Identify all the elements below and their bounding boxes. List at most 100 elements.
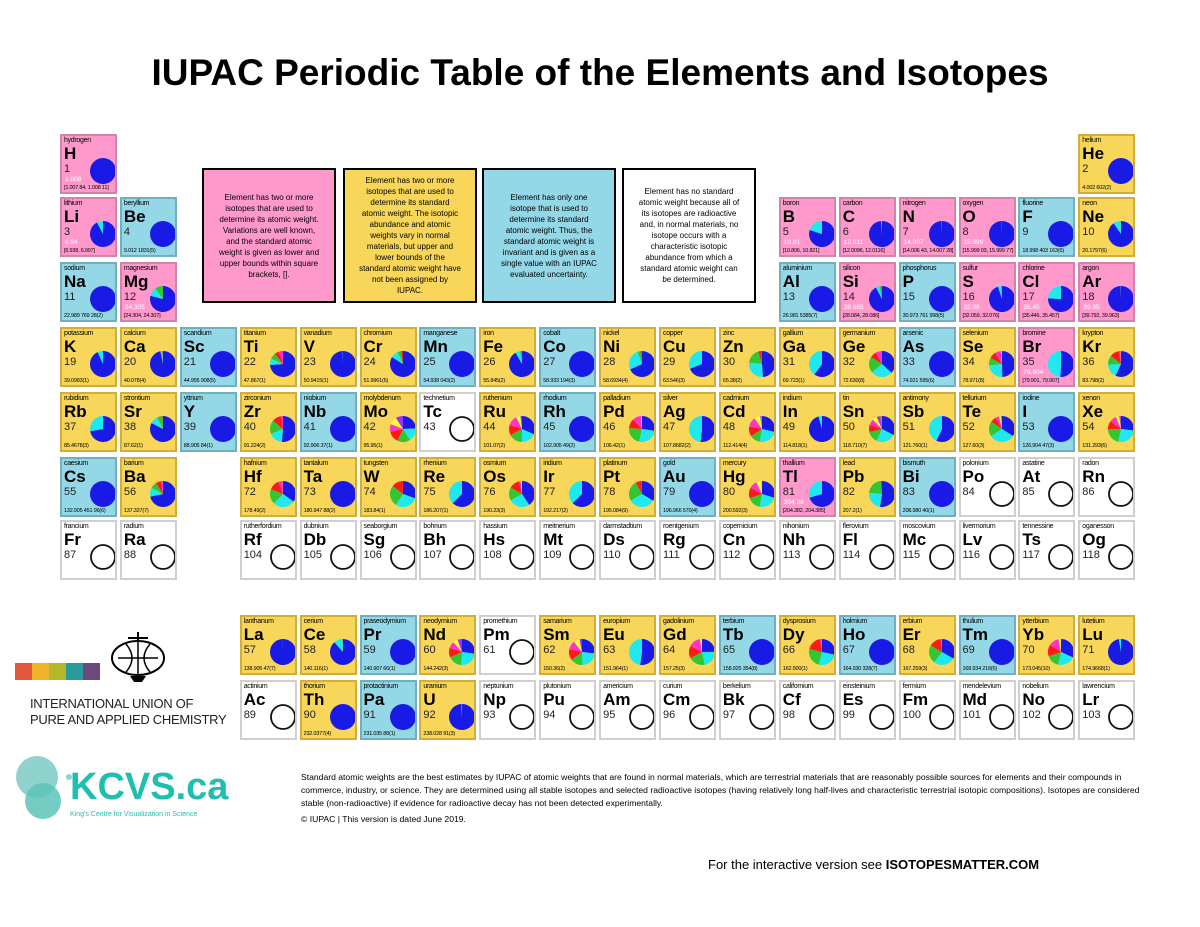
element-cell-nihonium[interactable]: nihonium Nh 113 — [778, 520, 836, 580]
element-cell-roentgenium[interactable]: roentgenium Rg 111 — [659, 520, 716, 580]
element-cell-hydrogen[interactable]: hydrogen H 1 1.008 [1.007 84, 1.008 11] — [60, 134, 117, 194]
element-cell-astatine[interactable]: astatine At 85 — [1018, 457, 1076, 517]
element-cell-gadolinium[interactable]: gadolinium Gd 64 157.25(3) — [659, 615, 716, 675]
element-cell-platinum[interactable]: platinum Pt 78 195.084(9) — [599, 457, 657, 517]
element-cell-technetium[interactable]: technetium Tc 43 — [419, 392, 477, 452]
element-cell-dysprosium[interactable]: dysprosium Dy 66 162.500(1) — [778, 615, 836, 675]
element-cell-sodium[interactable]: sodium Na 11 22.989 769 28(2) — [60, 262, 117, 322]
element-cell-aluminium[interactable]: aluminium Al 13 26.981 5385(7) — [778, 262, 836, 322]
element-cell-protactinium[interactable]: protactinium Pa 91 231.035 88(1) — [359, 680, 417, 740]
element-cell-rhodium[interactable]: rhodium Rh 45 102.905 49(2) — [539, 392, 597, 452]
element-cell-neon[interactable]: neon Ne 10 20.1797(6) — [1078, 197, 1136, 257]
element-cell-europium[interactable]: europium Eu 63 151.964(1) — [599, 615, 657, 675]
element-cell-argon[interactable]: argon Ar 18 39.95 [39.792, 39.963] — [1078, 262, 1136, 322]
element-cell-germanium[interactable]: germanium Ge 32 72.630(8) — [838, 327, 896, 387]
element-cell-gallium[interactable]: gallium Ga 31 69.723(1) — [778, 327, 836, 387]
element-cell-oganesson[interactable]: oganesson Og 118 — [1078, 520, 1136, 580]
element-cell-thorium[interactable]: thorium Th 90 232.0377(4) — [299, 680, 357, 740]
element-cell-praseodymium[interactable]: praseodymium Pr 59 140.907 66(1) — [359, 615, 417, 675]
element-cell-einsteinium[interactable]: einsteinium Es 99 — [838, 680, 896, 740]
element-cell-phosphorus[interactable]: phosphorus P 15 30.973 761 998(5) — [898, 262, 956, 322]
element-cell-gold[interactable]: gold Au 79 196.966 570(4) — [659, 457, 716, 517]
element-cell-arsenic[interactable]: arsenic As 33 74.921 595(6) — [898, 327, 956, 387]
element-cell-actinium[interactable]: actinium Ac 89 — [239, 680, 297, 740]
element-cell-tennessine[interactable]: tennessine Ts 117 — [1018, 520, 1076, 580]
element-cell-cobalt[interactable]: cobalt Co 27 58.933 194(3) — [539, 327, 597, 387]
element-cell-calcium[interactable]: calcium Ca 20 40.078(4) — [119, 327, 177, 387]
element-cell-iodine[interactable]: iodine I 53 126.904 47(3) — [1018, 392, 1076, 452]
element-cell-dubnium[interactable]: dubnium Db 105 — [299, 520, 357, 580]
element-cell-titanium[interactable]: titanium Ti 22 47.867(1) — [239, 327, 297, 387]
element-cell-bismuth[interactable]: bismuth Bi 83 208.980 40(1) — [898, 457, 956, 517]
element-cell-palladium[interactable]: palladium Pd 46 106.42(1) — [599, 392, 657, 452]
element-cell-tungsten[interactable]: tungsten W 74 183.84(1) — [359, 457, 417, 517]
element-cell-mercury[interactable]: mercury Hg 80 200.592(3) — [718, 457, 776, 517]
element-cell-iron[interactable]: iron Fe 26 55.845(2) — [479, 327, 537, 387]
element-cell-fluorine[interactable]: fluorine F 9 18.998 403 163(6) — [1018, 197, 1076, 257]
element-cell-lawrencium[interactable]: lawrencium Lr 103 — [1078, 680, 1136, 740]
element-cell-vanadium[interactable]: vanadium V 23 50.9415(1) — [299, 327, 357, 387]
element-cell-neptunium[interactable]: neptunium Np 93 — [479, 680, 537, 740]
element-cell-copernicium[interactable]: copernicium Cn 112 — [718, 520, 776, 580]
element-cell-rhenium[interactable]: rhenium Re 75 186.207(1) — [419, 457, 477, 517]
element-cell-thulium[interactable]: thulium Tm 69 168.934 218(6) — [958, 615, 1016, 675]
element-cell-caesium[interactable]: caesium Cs 55 132.905 451 96(6) — [60, 457, 117, 517]
element-cell-sulfur[interactable]: sulfur S 16 32.06 [32.059, 32.076] — [958, 262, 1016, 322]
element-cell-neodymium[interactable]: neodymium Nd 60 144.242(3) — [419, 615, 477, 675]
element-cell-nitrogen[interactable]: nitrogen N 7 14.007 [14.006 43, 14.007 28] — [898, 197, 956, 257]
element-cell-hafnium[interactable]: hafnium Hf 72 178.49(2) — [239, 457, 297, 517]
element-cell-uranium[interactable]: uranium U 92 238.028 91(3) — [419, 680, 477, 740]
element-cell-radon[interactable]: radon Rn 86 — [1078, 457, 1136, 517]
element-cell-molybdenum[interactable]: molybdenum Mo 42 95.95(1) — [359, 392, 417, 452]
element-cell-lithium[interactable]: lithium Li 3 6.94 [6.938, 6.997] — [60, 197, 117, 257]
element-cell-polonium[interactable]: polonium Po 84 — [958, 457, 1016, 517]
element-cell-livermorium[interactable]: livermorium Lv 116 — [958, 520, 1016, 580]
element-cell-yttrium[interactable]: yttrium Y 39 88.905 84(1) — [179, 392, 237, 452]
element-cell-strontium[interactable]: strontium Sr 38 87.62(1) — [119, 392, 177, 452]
element-cell-promethium[interactable]: promethium Pm 61 — [479, 615, 537, 675]
element-cell-moscovium[interactable]: moscovium Mc 115 — [898, 520, 956, 580]
element-cell-copper[interactable]: copper Cu 29 63.546(3) — [659, 327, 716, 387]
element-cell-indium[interactable]: indium In 49 114.818(1) — [778, 392, 836, 452]
element-cell-oxygen[interactable]: oxygen O 8 15.999 [15.999 03, 15.999 77] — [958, 197, 1016, 257]
element-cell-chromium[interactable]: chromium Cr 24 51.9961(6) — [359, 327, 417, 387]
element-cell-americium[interactable]: americium Am 95 — [599, 680, 657, 740]
element-cell-thallium[interactable]: thallium Tl 81 204.38 [204.382, 204.385] — [778, 457, 836, 517]
element-cell-hassium[interactable]: hassium Hs 108 — [479, 520, 537, 580]
element-cell-erbium[interactable]: erbium Er 68 167.259(3) — [898, 615, 956, 675]
element-cell-xenon[interactable]: xenon Xe 54 131.293(6) — [1078, 392, 1136, 452]
element-cell-tellurium[interactable]: tellurium Te 52 127.60(3) — [958, 392, 1016, 452]
element-cell-rubidium[interactable]: rubidium Rb 37 85.4678(3) — [60, 392, 117, 452]
element-cell-osmium[interactable]: osmium Os 76 190.23(3) — [479, 457, 537, 517]
element-cell-cadmium[interactable]: cadmium Cd 48 112.414(4) — [718, 392, 776, 452]
element-cell-iridium[interactable]: iridium Ir 77 192.217(2) — [539, 457, 597, 517]
element-cell-bohrium[interactable]: bohrium Bh 107 — [419, 520, 477, 580]
element-cell-darmstadtium[interactable]: darmstadtium Ds 110 — [599, 520, 657, 580]
element-cell-lead[interactable]: lead Pb 82 207.2(1) — [838, 457, 896, 517]
element-cell-francium[interactable]: francium Fr 87 — [60, 520, 117, 580]
element-cell-potassium[interactable]: potassium K 19 39.0983(1) — [60, 327, 117, 387]
element-cell-curium[interactable]: curium Cm 96 — [659, 680, 716, 740]
element-cell-berkelium[interactable]: berkelium Bk 97 — [718, 680, 776, 740]
element-cell-nickel[interactable]: nickel Ni 28 58.6934(4) — [599, 327, 657, 387]
element-cell-helium[interactable]: helium He 2 4.002 602(2) — [1078, 134, 1136, 194]
element-cell-ruthenium[interactable]: ruthenium Ru 44 101.07(2) — [479, 392, 537, 452]
element-cell-flerovium[interactable]: flerovium Fl 114 — [838, 520, 896, 580]
element-cell-samarium[interactable]: samarium Sm 62 150.36(2) — [539, 615, 597, 675]
element-cell-silver[interactable]: silver Ag 47 107.8682(2) — [659, 392, 716, 452]
isotopesmatter-link[interactable]: ISOTOPESMATTER.COM — [885, 857, 1040, 872]
element-cell-niobium[interactable]: niobium Nb 41 92.906 37(1) — [299, 392, 357, 452]
element-cell-magnesium[interactable]: magnesium Mg 12 24.305 [24.304, 24.307] — [119, 262, 177, 322]
element-cell-silicon[interactable]: silicon Si 14 28.085 [28.084, 28.086] — [838, 262, 896, 322]
element-cell-mendelevium[interactable]: mendelevium Md 101 — [958, 680, 1016, 740]
element-cell-bromine[interactable]: bromine Br 35 79.904 [79.901, 79.907] — [1018, 327, 1076, 387]
element-cell-barium[interactable]: barium Ba 56 137.327(7) — [119, 457, 177, 517]
element-cell-manganese[interactable]: manganese Mn 25 54.938 043(2) — [419, 327, 477, 387]
element-cell-tin[interactable]: tin Sn 50 118.710(7) — [838, 392, 896, 452]
element-cell-nobelium[interactable]: nobelium No 102 — [1018, 680, 1076, 740]
element-cell-terbium[interactable]: terbium Tb 65 158.925 354(8) — [718, 615, 776, 675]
element-cell-seaborgium[interactable]: seaborgium Sg 106 — [359, 520, 417, 580]
element-cell-lutetium[interactable]: lutetium Lu 71 174.9668(1) — [1078, 615, 1136, 675]
element-cell-krypton[interactable]: krypton Kr 36 83.798(2) — [1078, 327, 1136, 387]
element-cell-holmium[interactable]: holmium Ho 67 164.930 328(7) — [838, 615, 896, 675]
